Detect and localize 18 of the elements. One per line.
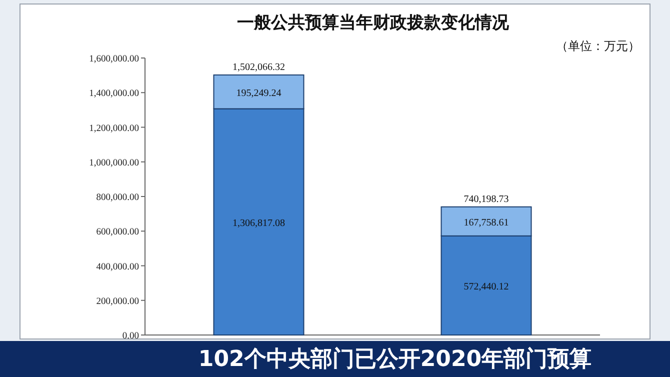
- y-tick-label: 1,200,000.00: [89, 124, 140, 134]
- text: 102个中央部门已公开2020年部门预算: [198, 346, 592, 372]
- data-label: 572,440.12: [464, 281, 509, 292]
- y-tick-label: 1,000,000.00: [89, 158, 140, 168]
- data-label: 1,306,817.08: [232, 218, 285, 229]
- y-tick-label: 400,000.00: [96, 262, 140, 272]
- chart-subtitle: （单位：万元）: [556, 39, 640, 53]
- data-label: 195,249.24: [236, 88, 282, 99]
- data-label: 167,758.61: [464, 217, 509, 228]
- y-tick-label: 600,000.00: [96, 228, 140, 238]
- total-label: 740,198.73: [464, 194, 509, 205]
- y-tick-label: 200,000.00: [96, 296, 140, 307]
- y-tick-label: 1,400,000.00: [89, 89, 140, 100]
- y-tick-label: 0.00: [122, 332, 140, 342]
- total-label: 1,502,066.32: [232, 62, 285, 73]
- chart-title: 一般公共预算当年财政拨款变化情况: [237, 13, 510, 32]
- y-tick-label: 1,600,000.00: [89, 54, 140, 64]
- y-tick-label: 800,000.00: [96, 193, 140, 203]
